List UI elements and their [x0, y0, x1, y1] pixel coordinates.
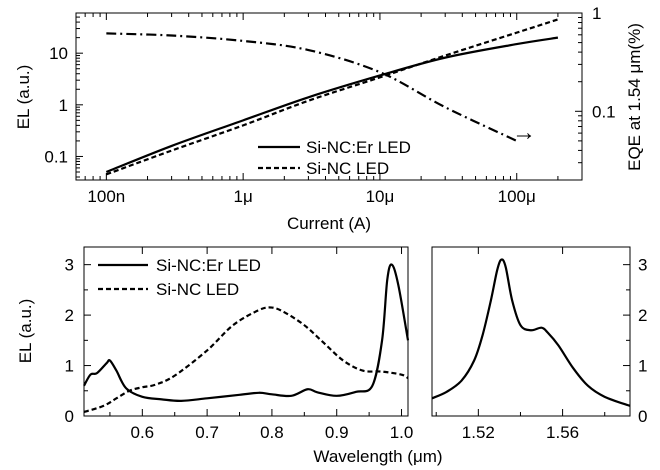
- top-y2-axis-label: EQE at 1.54 μm(%): [625, 23, 644, 171]
- top-series-dashed-1: [105, 18, 559, 176]
- top-xtick-label-100n: 100n: [87, 187, 125, 206]
- br-ytick-label-0: 0: [638, 407, 647, 426]
- top-legend: Si-NC:Er LED Si-NC LED: [258, 138, 411, 178]
- top-ytick-label-0.1: 0.1: [44, 147, 68, 166]
- top-y2tick-label-1: 1: [592, 4, 601, 23]
- top-ytick-label-1: 1: [59, 96, 68, 115]
- top-legend-label-er: Si-NC:Er LED: [306, 138, 411, 157]
- bottom-right-ticks: [435, 247, 630, 417]
- top-x-axis-label: Current (A): [287, 214, 371, 233]
- top-legend-label-nc: Si-NC LED: [306, 159, 389, 178]
- top-plot-frame: [75, 12, 583, 181]
- top-ytick-label-10: 10: [49, 44, 68, 63]
- top-series: [105, 18, 559, 176]
- br-series-solid-0: [431, 258, 631, 407]
- bl-xtick-label-0.7: 0.7: [195, 423, 219, 442]
- bl-series-dashed-1: [83, 306, 409, 414]
- bottom-right-panel: 1.52 1.56 0 1 2 3: [431, 246, 647, 442]
- top-xtick-label-10u: 10μ: [366, 187, 395, 206]
- top-xtick-label-100u: 100μ: [498, 187, 536, 206]
- bottom-left-series: [83, 263, 410, 414]
- br-xtick-label-1.56: 1.56: [546, 423, 579, 442]
- bl-xtick-label-0.9: 0.9: [325, 423, 349, 442]
- bottom-y-axis-label: EL (a.u.): [16, 299, 35, 364]
- bottom-legend: Si-NC:Er LED Si-NC LED: [98, 256, 261, 299]
- br-ytick-label-3: 3: [638, 256, 647, 275]
- bottom-x-axis-label: Wavelength (μm): [313, 447, 442, 466]
- bl-xtick-label-0.8: 0.8: [260, 423, 284, 442]
- top-y2tick-label-0.1: 0.1: [592, 102, 616, 121]
- top-ticks: [75, 12, 582, 180]
- bottom-legend-label-nc: Si-NC LED: [156, 280, 239, 299]
- top-series-solid-0: [105, 36, 559, 174]
- br-ytick-label-2: 2: [638, 306, 647, 325]
- top-panel: 100n 1μ 10μ 100μ 0.1 1 10 0.1 1 Current …: [14, 4, 644, 233]
- bl-ytick-label-3: 3: [65, 256, 74, 275]
- bl-ytick-label-2: 2: [65, 306, 74, 325]
- top-y-axis-label: EL (a.u.): [14, 65, 33, 130]
- bottom-left-panel: 0.6 0.7 0.8 0.9 1.0 0 1 2 3 EL (a.u.) Wa…: [16, 246, 443, 466]
- top-series-dashdot-2: [106, 32, 518, 142]
- bottom-legend-label-er: Si-NC:Er LED: [156, 256, 261, 275]
- bl-series-solid-0: [83, 263, 410, 402]
- top-xtick-label-1u: 1μ: [234, 187, 253, 206]
- bottom-left-ticks: [84, 247, 403, 417]
- bl-ytick-label-1: 1: [65, 357, 74, 376]
- br-ytick-label-1: 1: [638, 357, 647, 376]
- bottom-right-series: [431, 258, 631, 407]
- bottom-right-plot-frame: [431, 246, 631, 417]
- br-xtick-label-1.52: 1.52: [462, 423, 495, 442]
- bl-ytick-label-0: 0: [65, 407, 74, 426]
- bl-xtick-label-0.6: 0.6: [130, 423, 154, 442]
- right-axis-arrow-annotation: →: [512, 119, 536, 146]
- bottom-left-plot-frame: [83, 246, 409, 417]
- bl-xtick-label-1.0: 1.0: [390, 423, 414, 442]
